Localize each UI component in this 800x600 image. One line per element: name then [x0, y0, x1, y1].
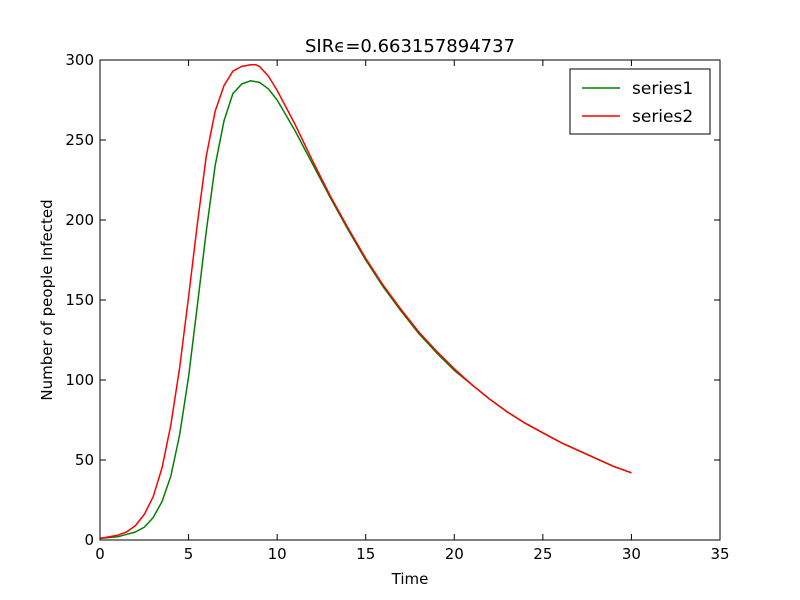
x-tick-label: 0 — [95, 545, 105, 563]
x-tick-label: 15 — [356, 545, 375, 563]
y-tick-label: 250 — [65, 131, 94, 149]
y-tick-label: 200 — [65, 211, 94, 229]
x-tick-label: 35 — [710, 545, 729, 563]
y-tick-label: 150 — [65, 291, 94, 309]
y-axis: 0 50 100 150 200 250 300 — [65, 51, 720, 549]
plot-background — [100, 60, 720, 540]
x-tick-label: 20 — [445, 545, 464, 563]
legend: series1 series2 — [569, 68, 711, 135]
y-axis-label: Number of people Infected — [38, 199, 56, 400]
y-tick-label: 100 — [65, 371, 94, 389]
series-line-2 — [99, 64, 632, 540]
legend-box — [569, 68, 711, 135]
legend-label-1: series1 — [632, 79, 693, 99]
y-tick-label: 0 — [84, 531, 94, 549]
y-tick-label: 300 — [65, 51, 94, 69]
x-axis: 0 5 10 15 20 25 30 35 — [95, 60, 730, 563]
x-tick-label: 5 — [184, 545, 194, 563]
x-axis-label: Time — [391, 570, 429, 588]
y-tick-label: 50 — [75, 451, 94, 469]
x-tick-label: 10 — [268, 545, 287, 563]
x-tick-label: 25 — [533, 545, 552, 563]
chart-title: SIRϵ=0.663157894737 — [305, 36, 515, 57]
x-tick-label: 30 — [622, 545, 641, 563]
legend-label-2: series2 — [632, 107, 693, 127]
